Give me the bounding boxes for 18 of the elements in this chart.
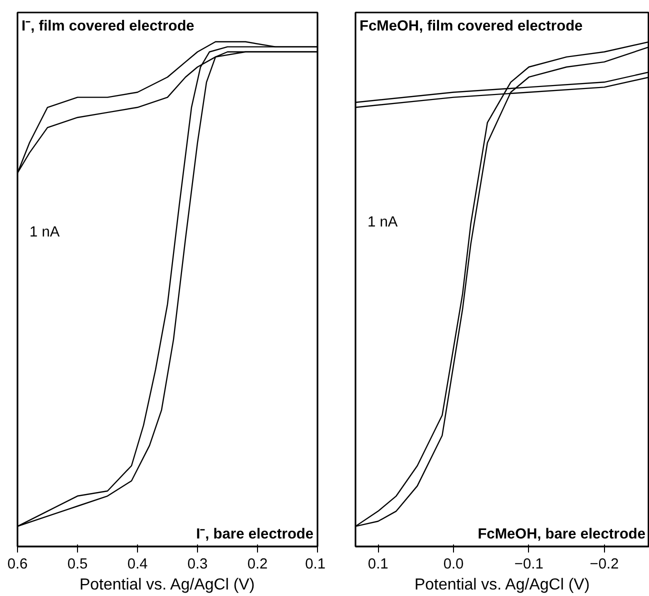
x-tick-label: −0.2 bbox=[590, 556, 619, 572]
x-axis-title: Potential vs. Ag/AgCl (V) bbox=[79, 576, 255, 594]
x-tick-label: 0.1 bbox=[305, 556, 326, 572]
annotation: 1 nA bbox=[30, 224, 60, 240]
x-tick-label: 0.2 bbox=[247, 556, 268, 572]
text: FcMeOH, film covered electrode bbox=[360, 18, 583, 34]
x-tick-label: 0.6 bbox=[7, 556, 28, 572]
annotation: FcMeOH, bare electrode bbox=[478, 526, 646, 542]
annotation: I⁻, bare electrode bbox=[196, 526, 314, 542]
x-tick-label: 0.0 bbox=[443, 556, 464, 572]
text: I⁻, film covered electrode bbox=[22, 18, 194, 34]
x-tick-label: 0.4 bbox=[127, 556, 148, 572]
x-tick-label: 0.1 bbox=[368, 556, 388, 572]
x-axis-title: Potential vs. Ag/AgCl (V) bbox=[414, 576, 590, 594]
x-tick-label: 0.3 bbox=[187, 556, 208, 572]
x-tick-label: −0.1 bbox=[514, 556, 544, 572]
annotation: 1 nA bbox=[368, 214, 398, 230]
x-tick-label: 0.5 bbox=[67, 556, 88, 572]
